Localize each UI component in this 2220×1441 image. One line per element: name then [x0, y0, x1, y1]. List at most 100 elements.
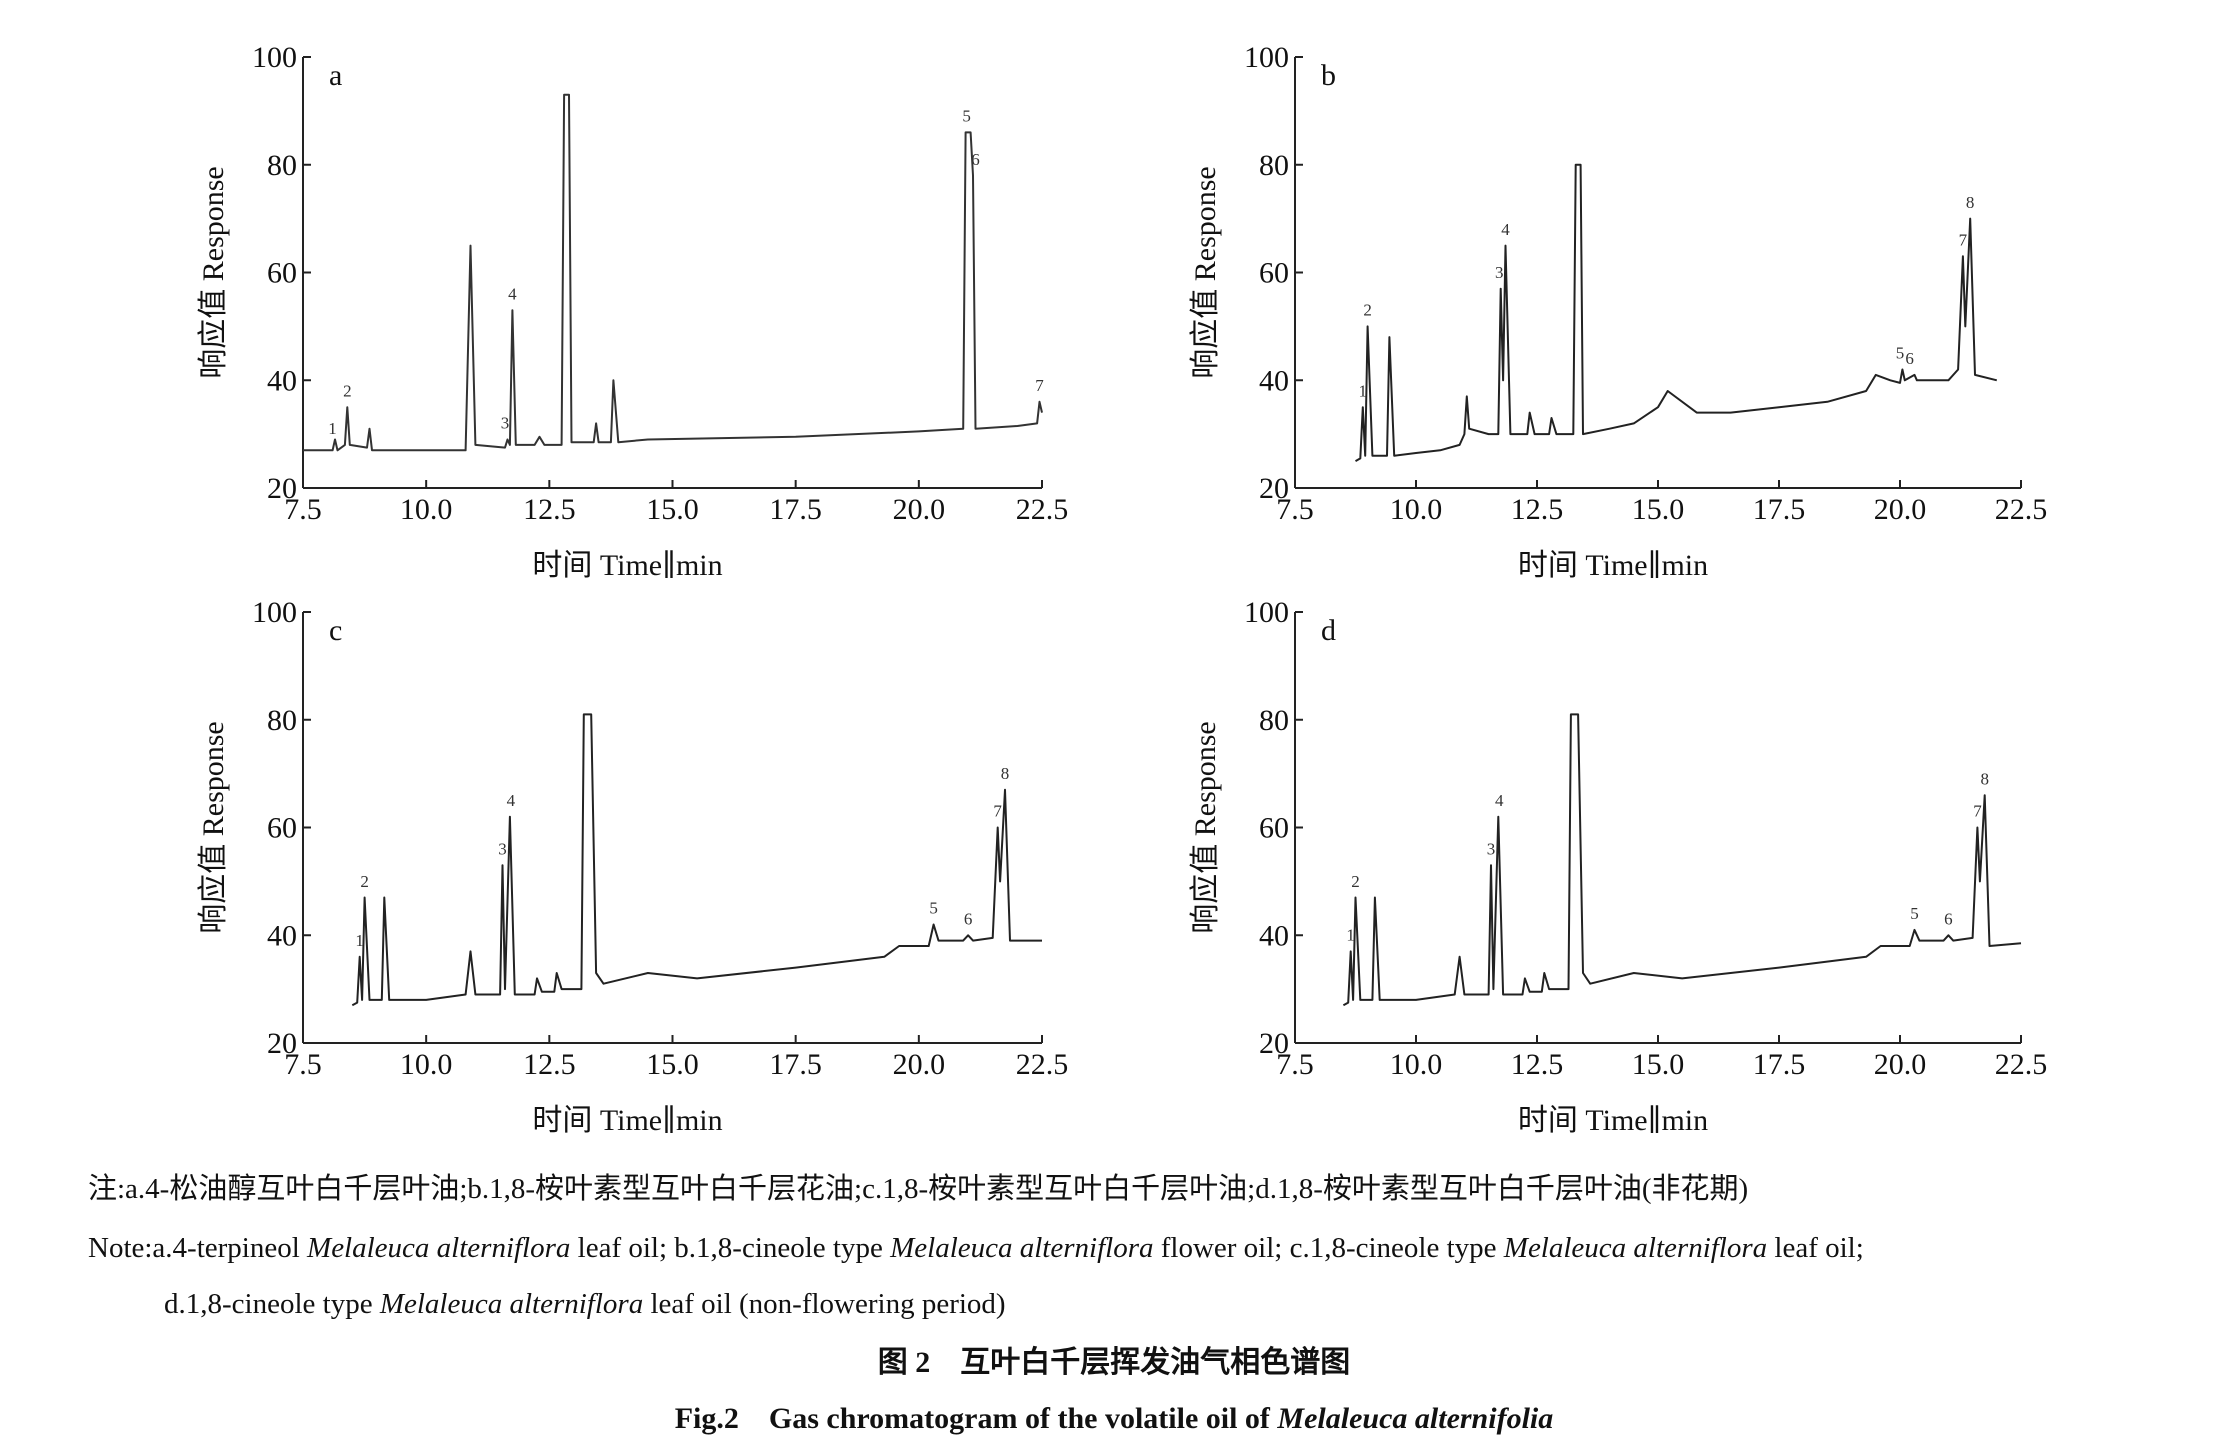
italic-text: Melaleuca alterniflora [306, 1232, 570, 1264]
peak-label: 7 [993, 802, 1002, 821]
x-tick-label: 22.5 [1016, 1048, 1069, 1081]
peak-label: 2 [360, 872, 369, 891]
chromatogram-trace [1342, 713, 2022, 1007]
italic-text: Melaleuca alterniflora [1503, 1232, 1767, 1264]
x-tick-label: 10.0 [400, 493, 453, 526]
peak-label: 5 [1910, 904, 1919, 923]
x-tick-label: 15.0 [1632, 493, 1685, 526]
figure-title-en: Fig.2 Gas chromatogram of the volatile o… [675, 1402, 1554, 1435]
panel-label: c [329, 614, 342, 647]
text-segment: flower oil; c.1,8-cineole type [1153, 1232, 1503, 1264]
peak-label: 2 [343, 381, 352, 400]
peak-label: 3 [501, 414, 510, 433]
y-tick-label: 100 [1244, 41, 1289, 74]
peak-label: 6 [1944, 909, 1953, 928]
y-tick-label: 40 [1259, 364, 1289, 397]
x-tick-label: 20.0 [893, 1048, 946, 1081]
peak-label: 1 [1346, 926, 1355, 945]
peak-label: 8 [1980, 769, 1989, 788]
peak-label: 6 [964, 909, 973, 928]
y-tick-label: 100 [252, 41, 297, 74]
panel-label: a [329, 59, 342, 92]
note-zh: 注:a.4-松油醇互叶白千层叶油;b.1,8-桉叶素型互叶白千层花油;c.1,8… [88, 1172, 1748, 1205]
y-tick-label: 80 [1259, 149, 1289, 182]
x-axis-label: 时间 Time∥min [1518, 549, 1708, 582]
peak-label: 7 [1973, 802, 1982, 821]
peak-label: 7 [1035, 376, 1044, 395]
y-tick-label: 80 [1259, 704, 1289, 737]
text-segment: Fig.2 Gas chromatogram of the volatile o… [675, 1402, 1278, 1435]
peak-label: 8 [1966, 193, 1975, 212]
x-axis-label: 时间 Time∥min [532, 549, 722, 582]
y-tick-label: 40 [1259, 919, 1289, 952]
chromatogram-trace [303, 93, 1043, 452]
peak-label: 2 [1351, 872, 1360, 891]
x-tick-label: 15.0 [646, 493, 699, 526]
x-tick-label: 15.0 [646, 1048, 699, 1081]
x-tick-label: 7.5 [284, 1048, 322, 1081]
y-tick-label: 60 [267, 812, 297, 845]
x-tick-label: 7.5 [284, 493, 322, 526]
x-tick-label: 12.5 [523, 493, 576, 526]
italic-text: Melaleuca alternifolia [1276, 1402, 1553, 1435]
peak-label: 1 [355, 931, 364, 950]
panel-label: d [1321, 614, 1336, 647]
y-tick-label: 60 [1259, 257, 1289, 290]
y-tick-label: 100 [252, 596, 297, 629]
y-tick-label: 20 [267, 1027, 297, 1060]
peak-label: 4 [1501, 220, 1510, 239]
peak-label: 6 [971, 150, 980, 169]
peak-label: 4 [507, 791, 516, 810]
y-tick-label: 100 [1244, 596, 1289, 629]
x-tick-label: 12.5 [1511, 493, 1564, 526]
note-en: d.1,8-cineole type Melaleuca alterniflor… [164, 1288, 1006, 1320]
text-segment: d.1,8-cineole type [164, 1288, 380, 1320]
peak-label: 4 [508, 284, 517, 303]
text-segment: leaf oil (non-flowering period) [643, 1288, 1005, 1320]
x-tick-label: 17.5 [769, 1048, 822, 1081]
italic-text: Melaleuca alterniflora [379, 1288, 643, 1320]
peak-label: 5 [1896, 344, 1905, 363]
peak-label: 7 [1959, 231, 1968, 250]
x-tick-label: 22.5 [1995, 1048, 2048, 1081]
peak-label: 3 [1495, 263, 1504, 282]
y-tick-label: 20 [267, 472, 297, 505]
x-tick-label: 20.0 [1874, 493, 1927, 526]
x-tick-label: 12.5 [523, 1048, 576, 1081]
peak-label: 2 [1363, 301, 1372, 320]
peak-label: 5 [929, 899, 938, 918]
text-segment: Note:a.4-terpineol [88, 1232, 307, 1264]
x-tick-label: 7.5 [1276, 493, 1314, 526]
x-tick-label: 10.0 [400, 1048, 453, 1081]
x-tick-label: 12.5 [1511, 1048, 1564, 1081]
peak-label: 8 [1001, 764, 1010, 783]
chromatogram-trace [1355, 163, 1998, 462]
y-tick-label: 20 [1259, 472, 1289, 505]
y-tick-label: 80 [267, 149, 297, 182]
y-tick-label: 60 [1259, 812, 1289, 845]
y-tick-label: 20 [1259, 1027, 1289, 1060]
peak-label: 1 [1359, 381, 1368, 400]
peak-label: 4 [1495, 791, 1504, 810]
x-tick-label: 22.5 [1995, 493, 2048, 526]
x-tick-label: 17.5 [769, 493, 822, 526]
y-tick-label: 40 [267, 364, 297, 397]
peak-label: 5 [962, 107, 971, 126]
text-segment: leaf oil; b.1,8-cineole type [570, 1232, 890, 1264]
x-tick-label: 10.0 [1390, 1048, 1443, 1081]
italic-text: Melaleuca alterniflora [889, 1232, 1153, 1264]
x-tick-label: 17.5 [1753, 1048, 1806, 1081]
x-axis-label: 时间 Time∥min [1518, 1104, 1708, 1137]
text-segment: leaf oil; [1767, 1232, 1864, 1264]
x-tick-label: 22.5 [1016, 493, 1069, 526]
y-axis-label: 响应值 Response [197, 721, 230, 934]
peak-label: 3 [1487, 839, 1496, 858]
peak-label: 1 [328, 419, 337, 438]
y-axis-label: 响应值 Response [197, 166, 230, 379]
x-tick-label: 10.0 [1390, 493, 1443, 526]
chromatogram-trace [351, 713, 1042, 1007]
x-tick-label: 17.5 [1753, 493, 1806, 526]
x-tick-label: 20.0 [1874, 1048, 1927, 1081]
peak-label: 3 [498, 839, 507, 858]
